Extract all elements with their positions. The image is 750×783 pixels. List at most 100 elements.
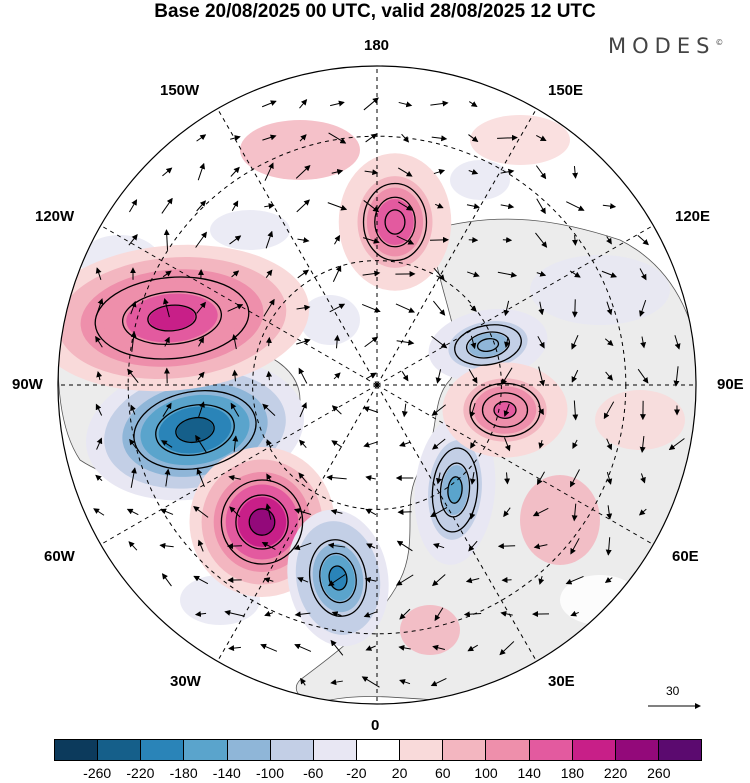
wind-arrow [129,199,138,213]
contour-line [465,331,511,359]
wind-arrow [433,169,446,175]
wind-arrow [606,438,613,451]
wind-arrow [364,576,377,583]
contour-line [155,404,235,456]
reference-vector-label: 30 [666,684,680,698]
wind-arrow [365,133,378,143]
anomaly-negative [176,418,214,442]
wind-arrow [364,169,379,176]
wind-arrow [330,100,345,107]
colorbar-tick-label: 20 [391,765,408,781]
wind-arrow [296,338,311,345]
wind-arrow [435,472,442,485]
wind-arrow [606,301,613,316]
label-120w: 120W [35,208,75,225]
contour-line [235,494,289,550]
label-30w: 30W [170,673,201,690]
label-90w: 90W [12,376,43,393]
contour-line [248,508,276,536]
contour-line [319,552,357,604]
wind-arrow [637,368,649,384]
wind-arrow [504,336,510,348]
wind-arrow [468,540,478,552]
anomaly-weak [300,295,360,345]
wind-arrow [232,435,239,452]
contour-line [493,400,517,420]
wind-arrow [364,336,379,348]
anomaly-weak [595,390,685,450]
wind-arrow [266,473,272,483]
wind-arrow [297,269,310,279]
wind-arrow [497,271,518,278]
wind-arrow [535,232,548,248]
wind-arrow [95,335,103,348]
wind-arrow [230,166,240,177]
anomaly-positive [249,509,275,535]
wind-arrow [294,643,312,652]
wind-arrow [398,101,413,108]
wind-arrow [467,644,478,652]
wind-arrow [538,575,545,585]
wind-arrow [538,439,545,449]
contour-line [384,209,406,235]
wind-arrow [295,164,311,179]
wind-arrow [331,611,342,617]
wind-arrow [536,198,546,215]
colorbar-swatch [55,740,99,760]
label-30e: 30E [548,673,575,690]
wind-arrow [430,100,449,107]
wind-arrow [330,639,344,656]
anomaly-positive [149,305,195,331]
wind-arrow [130,300,137,315]
wind-arrow [572,166,579,179]
wind-arrow [571,503,578,522]
wind-arrow [162,167,173,177]
wind-arrow [95,474,103,482]
wind-arrow [432,574,446,587]
wind-arrow [363,611,378,618]
wind-arrow [430,507,448,518]
wind-arrow [501,367,513,386]
colorbar-swatch [658,740,702,760]
wind-arrow [300,677,307,686]
wind-arrow [401,371,409,382]
wind-arrow [297,577,309,583]
wind-arrow [571,235,578,246]
wind-arrow [536,471,545,486]
wind-arrow [570,538,580,555]
wind-arrow [365,475,376,481]
meridian-line [100,225,378,386]
contour-line [308,539,368,617]
wind-arrow [468,169,479,175]
wind-arrow [224,609,245,617]
wind-arrow [128,234,138,246]
colorbar-swatch [227,740,271,760]
wind-arrow [533,543,548,550]
wind-arrow [193,506,209,518]
wind-arrow [264,203,275,209]
wind-arrow [431,335,448,349]
wind-arrow [334,334,341,349]
wind-arrow [161,197,173,214]
wind-arrow [571,335,579,350]
wind-arrow [401,403,408,418]
wind-arrow [160,508,174,515]
wind-arrow [639,268,647,281]
wind-arrow [262,403,276,417]
wind-arrow [538,301,545,316]
wind-arrow [128,541,138,551]
wind-arrow [503,300,510,317]
wind-arrow [127,368,139,383]
wind-arrow [569,270,581,278]
wind-arrow [363,441,378,448]
label-150e: 150E [548,82,584,99]
wind-arrow [229,235,242,245]
wind-arrow [298,472,308,484]
wind-arrow [395,303,415,313]
wind-arrow [330,679,343,686]
wind-arrow [196,200,207,212]
colorbar-ticks: -260 -220 -180 -140 -100 -60 -20 20 60 100 140 180 2… [0,765,750,783]
wind-arrow [570,610,579,617]
wind-arrow [363,200,380,213]
wind-arrow [499,641,515,656]
